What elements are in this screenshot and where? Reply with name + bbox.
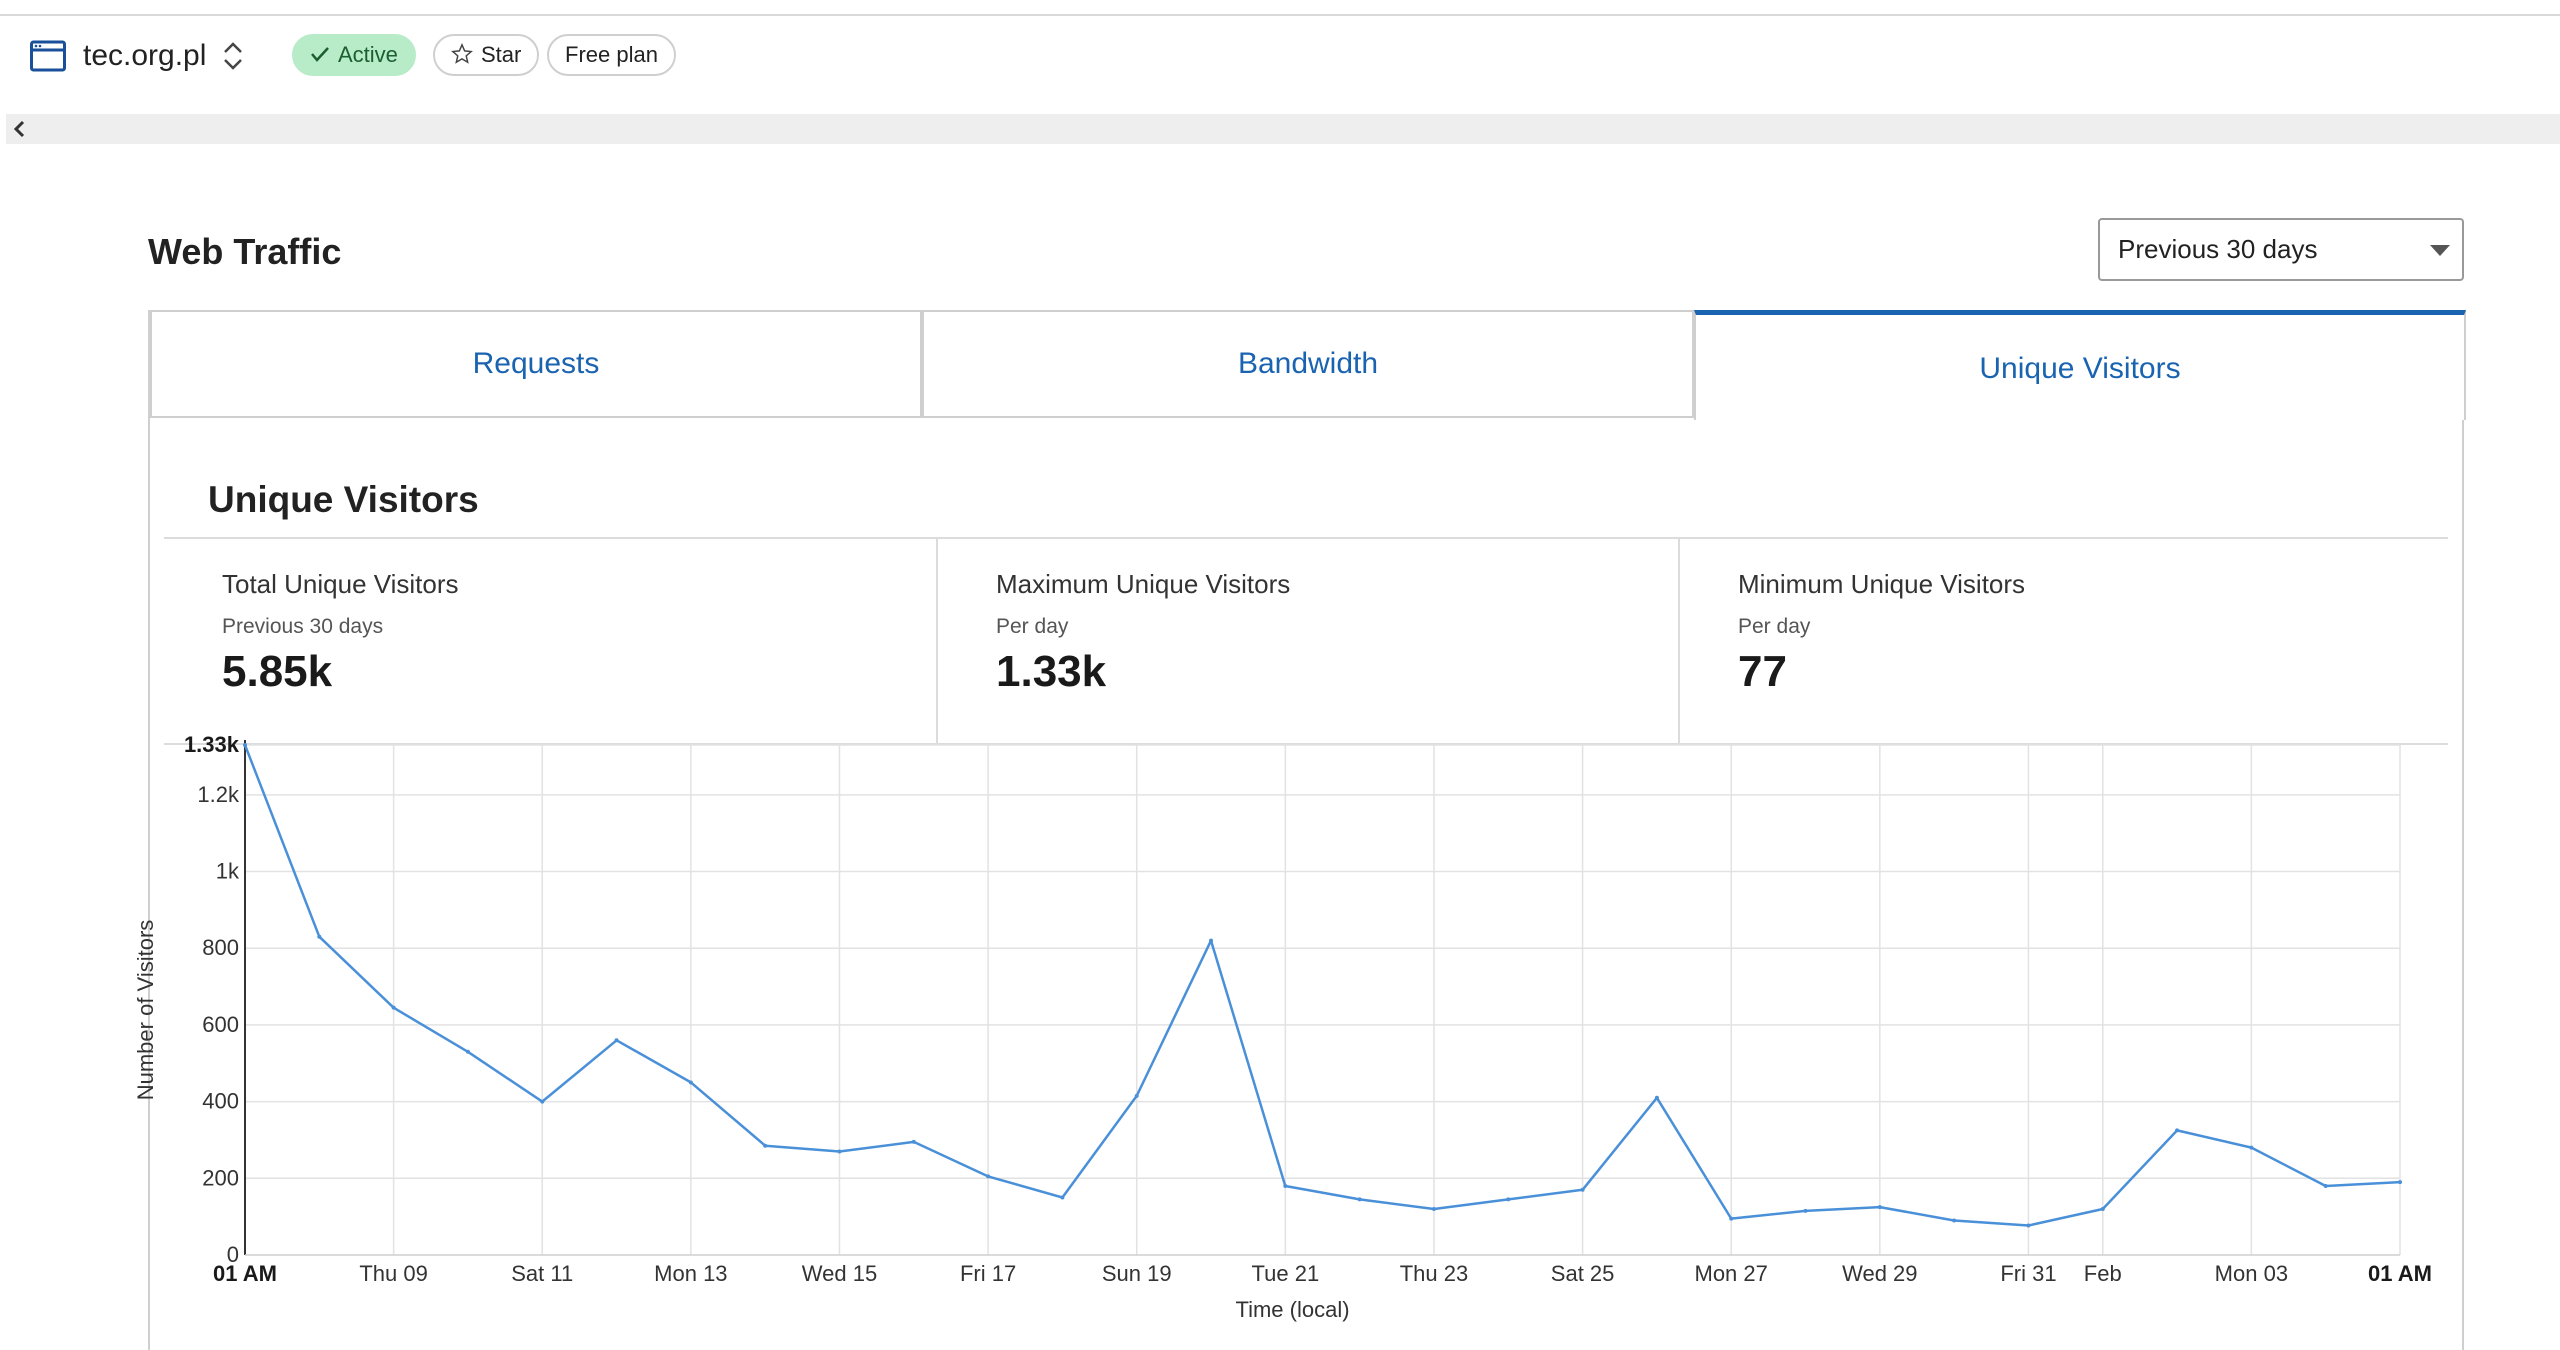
stat-label: Maximum Unique Visitors xyxy=(996,569,1291,599)
x-tick-label: Sat 25 xyxy=(1551,1261,1615,1286)
x-tick-label: Mon 13 xyxy=(654,1261,727,1286)
data-point xyxy=(317,934,322,939)
x-tick-label: Tue 21 xyxy=(1252,1261,1320,1286)
data-point xyxy=(1506,1197,1511,1202)
sidebar-collapse-bar[interactable] xyxy=(6,114,2560,144)
tab-requests[interactable]: Requests xyxy=(150,310,922,418)
data-point xyxy=(986,1174,991,1179)
tab-unique-visitors[interactable]: Unique Visitors xyxy=(1694,310,2466,420)
data-point xyxy=(1283,1183,1288,1188)
x-tick-label: Thu 09 xyxy=(359,1261,428,1286)
data-point xyxy=(1357,1197,1362,1202)
stat-value: 77 xyxy=(1738,647,1787,696)
x-axis-title: Time (local) xyxy=(1235,1297,1349,1322)
data-point xyxy=(465,1049,470,1054)
data-point xyxy=(2323,1183,2328,1188)
chevron-left-icon[interactable] xyxy=(12,120,26,138)
x-tick-label: Sun 19 xyxy=(1102,1261,1172,1286)
data-point xyxy=(2175,1128,2180,1133)
data-point xyxy=(2249,1145,2254,1150)
data-point xyxy=(614,1038,619,1043)
y-tick-label: 600 xyxy=(202,1012,239,1037)
chevron-up-down-icon[interactable] xyxy=(222,38,244,74)
stat-total: Total Unique Visitors Previous 30 days 5… xyxy=(164,539,936,743)
star-icon xyxy=(451,43,473,64)
period-select-value: Previous 30 days xyxy=(2118,234,2318,264)
data-point xyxy=(2026,1223,2031,1228)
y-tick-label: 0 xyxy=(227,1242,239,1267)
x-tick-label: Wed 29 xyxy=(1842,1261,1917,1286)
data-point xyxy=(391,1005,396,1010)
data-point xyxy=(1803,1208,1808,1213)
metric-tabs: Requests Bandwidth Unique Visitors xyxy=(150,310,2466,420)
x-tick-label: Thu 23 xyxy=(1400,1261,1469,1286)
caret-down-icon xyxy=(2430,245,2450,256)
page-title: Web Traffic xyxy=(148,231,342,272)
stat-sub: Previous 30 days xyxy=(222,615,384,638)
data-point xyxy=(911,1139,916,1144)
data-point xyxy=(2100,1206,2105,1211)
y-tick-label: 1k xyxy=(216,859,240,884)
x-tick-label: 01 AM xyxy=(213,1261,277,1286)
data-point xyxy=(1209,938,1214,943)
data-point xyxy=(1431,1206,1436,1211)
x-tick-label: Feb xyxy=(2084,1261,2122,1286)
stat-maximum: Maximum Unique Visitors Per day 1.33k xyxy=(936,539,1678,743)
y-tick-label: 800 xyxy=(202,935,239,960)
data-point xyxy=(837,1149,842,1154)
x-tick-label: Mon 03 xyxy=(2215,1261,2288,1286)
stat-sub: Per day xyxy=(996,615,1069,638)
data-point xyxy=(688,1080,693,1085)
stat-minimum: Minimum Unique Visitors Per day 77 xyxy=(1678,539,2448,743)
check-icon xyxy=(311,47,329,63)
tab-bandwidth[interactable]: Bandwidth xyxy=(922,310,1694,418)
x-tick-label: 01 AM xyxy=(2368,1261,2432,1286)
data-point xyxy=(540,1099,545,1104)
data-point xyxy=(1952,1218,1957,1223)
star-button[interactable]: Star xyxy=(433,34,540,76)
data-point xyxy=(1580,1187,1585,1192)
period-select[interactable]: Previous 30 days xyxy=(2098,218,2464,281)
stat-value: 1.33k xyxy=(996,647,1107,696)
y-tick-label: 1.2k xyxy=(197,782,240,807)
status-badge-label: Active xyxy=(338,42,398,67)
unique-visitors-chart: 0 200 400 600 800 1k 1.2k 1.33k 01 AM Thu 09 Sat … xyxy=(133,732,2432,1322)
star-button-label: Star xyxy=(481,42,522,67)
section-title: Unique Visitors xyxy=(208,479,479,520)
browser-window-icon xyxy=(30,40,66,72)
y-tick-label: 1.33k xyxy=(184,732,240,757)
site-name[interactable]: tec.org.pl xyxy=(83,39,207,72)
data-point xyxy=(763,1143,768,1148)
stat-value: 5.85k xyxy=(222,647,333,696)
top-divider xyxy=(0,14,2560,16)
stat-label: Total Unique Visitors xyxy=(222,569,459,599)
stat-sub: Per day xyxy=(1738,615,1811,638)
data-point xyxy=(1729,1216,1734,1221)
plan-badge[interactable]: Free plan xyxy=(547,34,676,76)
series-line xyxy=(243,744,2401,1227)
x-tick-label: Sat 11 xyxy=(511,1261,573,1286)
data-point xyxy=(2398,1180,2402,1185)
data-point xyxy=(1134,1093,1139,1098)
stat-label: Minimum Unique Visitors xyxy=(1738,569,2026,599)
plan-badge-label: Free plan xyxy=(565,42,658,67)
x-tick-label: Fri 31 xyxy=(2000,1261,2056,1286)
y-tick-label: 200 xyxy=(202,1165,239,1190)
status-badge: Active xyxy=(292,34,416,76)
stats-row: Total Unique Visitors Previous 30 days 5… xyxy=(164,537,2448,745)
x-tick-label: Mon 27 xyxy=(1695,1261,1768,1286)
y-axis-title: Number of Visitors xyxy=(133,920,158,1101)
data-point xyxy=(1060,1195,1065,1200)
x-tick-label: Fri 17 xyxy=(960,1261,1016,1286)
traffic-panel: Requests Bandwidth Unique Visitors xyxy=(148,310,2466,1350)
data-point xyxy=(1654,1095,1659,1100)
y-tick-label: 400 xyxy=(202,1089,239,1114)
data-point xyxy=(243,743,247,747)
x-tick-label: Wed 15 xyxy=(802,1261,877,1286)
data-point xyxy=(1877,1205,1882,1210)
site-header: tec.org.pl Active Star Free plan xyxy=(0,30,2560,82)
